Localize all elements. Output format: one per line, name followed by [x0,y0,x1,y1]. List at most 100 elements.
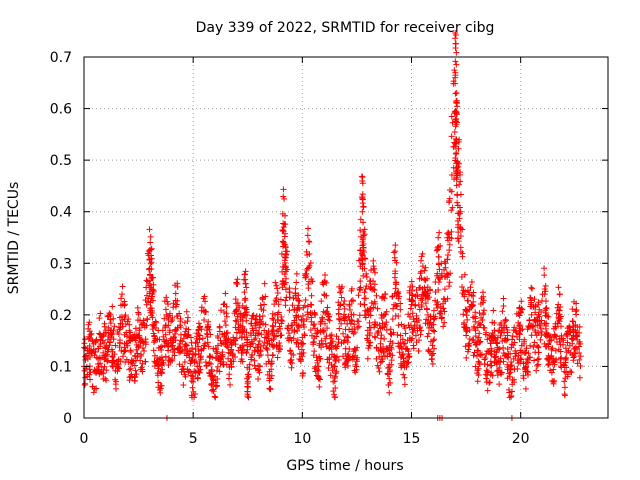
data-point [166,327,173,334]
data-point [569,340,576,347]
data-point [502,318,509,325]
data-point [272,319,279,326]
data-point [104,336,111,343]
data-point [161,315,168,322]
data-point [557,313,564,320]
data-point [464,348,471,355]
data-point [315,367,322,374]
data-point [219,331,226,338]
data-point [154,372,161,379]
data-point [162,306,169,313]
data-point [284,248,291,255]
data-point [541,265,548,272]
data-point [492,336,499,343]
data-point [221,318,228,325]
data-point [486,379,493,386]
data-point [197,366,204,373]
data-point [155,379,162,386]
data-point [513,329,520,336]
data-point [222,290,229,297]
data-point [318,337,325,344]
data-point [359,208,366,215]
data-point [426,294,433,301]
data-point [351,326,358,333]
data-point [303,316,310,323]
data-point [394,331,401,338]
data-point [386,366,393,373]
data-point [411,323,418,330]
data-point [147,246,154,253]
data-point [265,331,272,338]
data-point [113,378,120,385]
data-point [528,284,535,291]
data-point [311,325,318,332]
data-point [293,270,300,277]
data-point [196,363,203,370]
data-point [332,343,339,350]
data-point [269,322,276,329]
data-point [455,229,462,236]
data-point [494,339,501,346]
data-point [499,308,506,315]
data-point [252,344,259,351]
data-point [557,323,564,330]
data-point [178,369,185,376]
data-point [459,253,466,260]
data-point [360,204,367,211]
data-point [469,336,476,343]
data-point [463,328,470,335]
data-point [184,314,191,321]
data-point [370,304,377,311]
data-point [222,322,229,329]
data-point [504,354,511,361]
data-point [247,343,254,350]
data-point [134,350,141,357]
data-point [472,318,479,325]
data-point [424,333,431,340]
data-point [109,359,116,366]
data-point [441,286,448,293]
data-point [490,332,497,339]
data-point [241,289,248,296]
data-point [121,301,128,308]
data-point [389,293,396,300]
data-point [87,369,94,376]
data-point [535,361,542,368]
data-point [370,257,377,264]
data-point [174,346,181,353]
data-point [496,345,503,352]
data-point [138,352,145,359]
data-point [397,354,404,361]
data-point [101,339,108,346]
data-point [326,317,333,324]
data-point [363,270,370,277]
data-point [96,315,103,322]
data-point [185,326,192,333]
data-point [508,393,515,400]
data-point [550,366,557,373]
data-point [203,363,210,370]
data-point [340,330,347,337]
data-point [431,328,438,335]
data-point [287,348,294,355]
data-point [541,286,548,293]
data-point [552,324,559,331]
data-point [407,305,414,312]
data-point [308,301,315,308]
data-point [203,327,210,334]
data-point [472,363,479,370]
data-point [244,393,251,400]
data-point [162,324,169,331]
data-point [442,298,449,305]
data-point [545,340,552,347]
data-point [535,299,542,306]
data-point [94,367,101,374]
data-point [204,339,211,346]
data-point [577,362,584,369]
data-point [105,357,112,364]
data-point [256,324,263,331]
data-point [216,323,223,330]
data-point [482,331,489,338]
data-point [290,335,297,342]
data-point [409,292,416,299]
